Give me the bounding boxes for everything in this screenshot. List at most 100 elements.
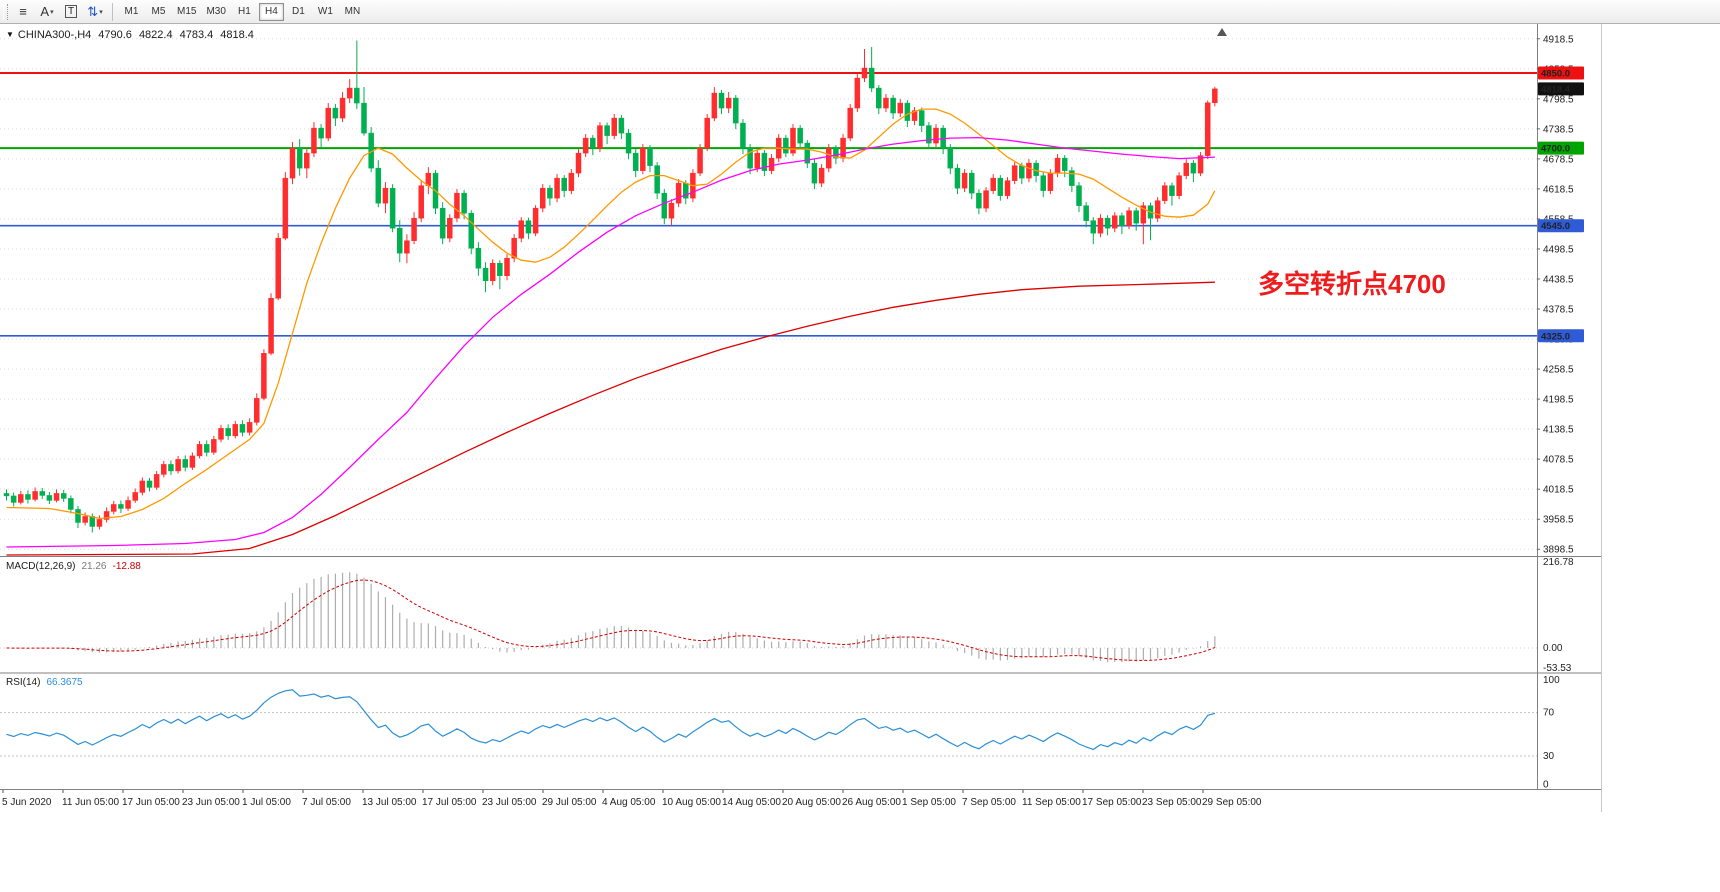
- candle-body: [1204, 102, 1211, 156]
- candle-body: [268, 298, 274, 354]
- price-badge-4818.4: 4818.4: [1538, 82, 1584, 96]
- candle-body: [568, 172, 575, 191]
- toolbar-grip[interactable]: [3, 3, 8, 20]
- candle-body: [868, 67, 875, 89]
- axis-label: 14 Aug 05:00: [722, 797, 781, 808]
- time-axis[interactable]: 5 Jun 2020 11 Jun 05:00 17 Jun 05:00 23 Jun…: [2, 790, 1262, 808]
- candle-body: [18, 494, 24, 503]
- candle-body: [618, 117, 625, 134]
- price-badge-4850.0: 4850.0: [1538, 66, 1584, 80]
- candle-body: [382, 187, 389, 204]
- candle-body: [725, 97, 732, 109]
- candle-body: [1054, 157, 1061, 174]
- candle-body: [489, 262, 496, 281]
- axis-label: 30: [1543, 751, 1555, 762]
- candle-body: [39, 491, 45, 496]
- candle-body: [711, 92, 718, 119]
- candle-body: [961, 172, 968, 189]
- timeframe-button-h4[interactable]: H4: [258, 2, 284, 21]
- candle-body: [904, 102, 911, 121]
- candle-body: [418, 185, 424, 219]
- axis-label: 11 Jun 05:00: [62, 797, 120, 808]
- axis-label: 11 Sep 05:00: [1022, 797, 1081, 808]
- candle-body: [346, 87, 353, 99]
- macd-histogram: [13, 572, 1216, 663]
- candle-body: [196, 444, 203, 457]
- timeframe-button-mn[interactable]: MN: [344, 6, 361, 17]
- axis-label: 23 Sep 05:00: [1142, 797, 1202, 808]
- candle-body: [976, 192, 982, 209]
- candle-body: [125, 500, 131, 509]
- candle-body: [225, 428, 231, 437]
- candle-body: [1090, 220, 1097, 234]
- candle-body: [1190, 162, 1197, 174]
- timeframe-button-m1[interactable]: M1: [124, 6, 139, 17]
- candle-body: [840, 137, 846, 159]
- candle-body: [969, 172, 975, 194]
- axis-label: 4325.0: [1541, 331, 1570, 342]
- candle-body: [1197, 155, 1204, 174]
- timeframe-button-h1[interactable]: H1: [238, 6, 251, 17]
- price-axis[interactable]: 4918.54858.54798.54738.54678.54618.54558…: [1537, 34, 1574, 791]
- axis-label: 26 Aug 05:00: [842, 797, 901, 808]
- price-chart: 4918.54858.54798.54738.54678.54618.54558…: [0, 24, 1720, 892]
- candle-body: [1140, 205, 1147, 224]
- candle-body: [375, 167, 382, 204]
- axis-label: 0: [1543, 780, 1549, 791]
- candle-body: [754, 152, 760, 169]
- axis-label: 0.00: [1543, 643, 1563, 654]
- candle-body: [697, 147, 703, 174]
- chart-tools-icon[interactable]: ≡: [12, 2, 34, 22]
- toolbar: ≡ A ▾ T ⇅ ▾ M1 M5 M15 M30 H1 H4 D1 W1 MN: [0, 0, 1720, 24]
- macd-indicator-header: MACD(12,26,9) 21.26 -12.88: [6, 561, 141, 572]
- candle-body: [1004, 180, 1011, 196]
- axis-label: 4198.5: [1543, 395, 1574, 406]
- candle-body: [890, 97, 896, 114]
- candle-body: [883, 97, 889, 109]
- chart-header: ▼ CHINA300-,H4 4790.6 4822.4 4783.4 4818.4: [6, 29, 254, 41]
- candle-body: [718, 92, 725, 109]
- timeframe-button-w1[interactable]: W1: [317, 6, 333, 17]
- ohlc-close: 4818.4: [220, 29, 254, 41]
- macd-signal-line: [6, 579, 1216, 661]
- candle-body: [254, 398, 260, 423]
- candle-body: [582, 137, 589, 154]
- timeframe-button-d1[interactable]: D1: [292, 6, 305, 17]
- chart-tools-icon-glyph: ≡: [19, 4, 27, 19]
- timeframe-button-m5[interactable]: M5: [151, 6, 166, 17]
- axis-label: 3958.5: [1543, 515, 1574, 526]
- candle-body: [246, 422, 253, 433]
- axis-label: 4138.5: [1543, 425, 1574, 436]
- candle-body: [597, 125, 603, 149]
- axis-label: 23 Jul 05:00: [482, 797, 537, 808]
- chart-text-annotation[interactable]: 多空转折点4700: [1258, 269, 1446, 299]
- one-click-trading-toggle-icon[interactable]: ▼: [6, 30, 14, 39]
- arrows-tool-icon[interactable]: ⇅ ▾: [84, 2, 106, 22]
- axis-label: 4798.5: [1543, 94, 1574, 105]
- axis-label: 17 Jul 05:00: [422, 797, 477, 808]
- candle-body: [132, 492, 138, 501]
- candle-body: [1154, 200, 1161, 219]
- candle-body: [389, 187, 396, 229]
- candle-body: [525, 220, 532, 234]
- candle-body: [182, 459, 188, 468]
- candle-body: [504, 257, 510, 276]
- candle-body: [1162, 185, 1168, 201]
- candle-body: [547, 187, 553, 199]
- chart-shift-marker-icon[interactable]: [1217, 28, 1227, 36]
- toolbar-separator: [112, 2, 113, 21]
- candle-body: [668, 202, 675, 219]
- axis-label: 1 Sep 05:00: [902, 797, 956, 808]
- text-annotation-icon[interactable]: A ▾: [36, 2, 58, 22]
- candle-body: [847, 107, 853, 139]
- candle-body: [447, 217, 453, 239]
- timeframe-button-m30[interactable]: M30: [206, 6, 226, 17]
- text-label-icon-glyph: T: [64, 5, 78, 18]
- price-badge-4325.0: 4325.0: [1538, 329, 1584, 343]
- symbol-period-label: CHINA300-,H4: [17, 29, 92, 41]
- chart-background: [0, 24, 1720, 892]
- candle-body: [103, 511, 110, 520]
- text-label-icon[interactable]: T: [60, 2, 82, 22]
- timeframe-button-m15[interactable]: M15: [177, 6, 197, 17]
- candle-body: [1040, 175, 1046, 191]
